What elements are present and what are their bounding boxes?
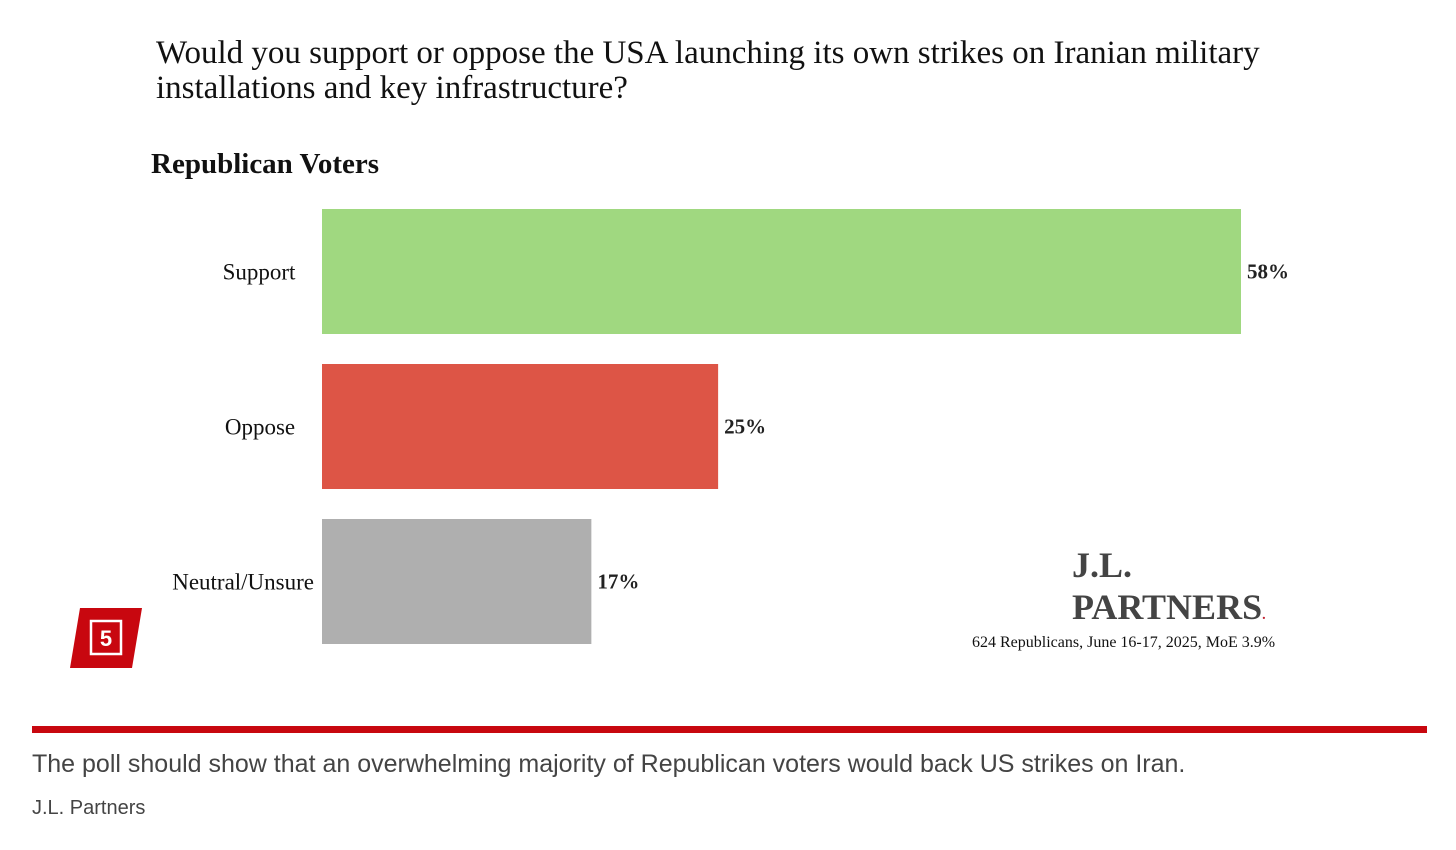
logo-line-1: J.L. — [1072, 545, 1133, 585]
bar-neutral-unsure — [322, 519, 592, 644]
jl-partners-logo: J.L. PARTNERS. — [1072, 544, 1266, 637]
category-label: Neutral/Unsure — [172, 570, 314, 595]
gallery-index-badge[interactable]: 5 — [70, 608, 142, 668]
category-label: Oppose — [225, 415, 295, 440]
value-label: 25% — [724, 415, 766, 439]
image-caption: The poll should show that an overwhelmin… — [32, 750, 1186, 778]
chart-question: Would you support or oppose the USA laun… — [156, 35, 1260, 106]
caption-divider — [32, 726, 1427, 733]
logo-dot: . — [1262, 608, 1266, 623]
sample-note: 624 Republicans, June 16-17, 2025, MoE 3… — [972, 634, 1276, 651]
image-credit: J.L. Partners — [32, 797, 146, 819]
logo-line-2: PARTNERS. — [1072, 587, 1266, 627]
chart-title: Republican Voters — [151, 148, 380, 180]
category-label: Support — [223, 260, 296, 285]
badge-number: 5 — [100, 626, 112, 651]
value-label: 17% — [597, 570, 639, 594]
bar-oppose — [322, 364, 719, 489]
value-label: 58% — [1247, 260, 1289, 284]
bar-chart: Support 58% Oppose 25% Neutral/Unsure 17% — [172, 209, 1289, 644]
bar-support — [322, 209, 1241, 334]
